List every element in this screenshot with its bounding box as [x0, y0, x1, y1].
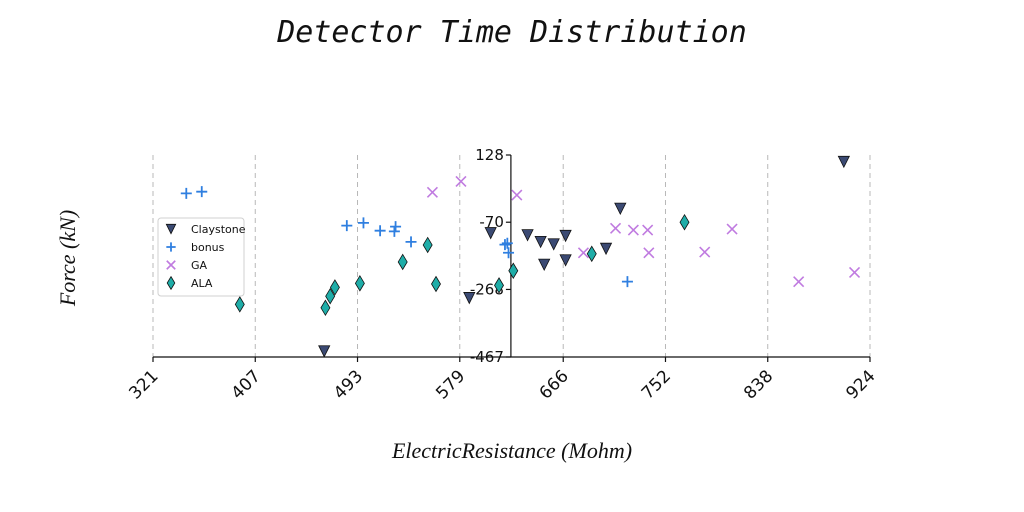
legend-label-claystone: Claystone	[191, 223, 246, 236]
x-tick-label-7: 924	[842, 366, 879, 403]
point-bonus-4	[375, 225, 386, 236]
point-bonus-3	[358, 217, 369, 228]
point-bonus-0	[181, 188, 192, 199]
point-ga-4	[628, 225, 638, 235]
point-bonus-5	[389, 226, 400, 237]
point-bonus-6	[390, 221, 401, 232]
x-tick-label-4: 666	[536, 366, 573, 403]
point-ala-3	[355, 276, 364, 291]
point-ga-2	[512, 190, 522, 200]
point-bonus-2	[341, 220, 352, 231]
legend: Claystone bonus GA ALA	[158, 218, 246, 296]
x-tick-label-5: 752	[638, 366, 675, 403]
point-ga-9	[727, 224, 737, 234]
point-claystone-0	[838, 156, 849, 167]
chart-title: Detector Time Distribution	[276, 15, 747, 50]
point-claystone-4	[535, 236, 546, 247]
y-tick-label-3: -467	[470, 348, 504, 366]
point-ala-11	[321, 300, 330, 315]
point-bonus-11	[622, 276, 633, 287]
y-tick-label-0: 128	[475, 146, 504, 164]
point-claystone-3	[522, 230, 533, 241]
data-points	[181, 156, 860, 356]
point-ala-0	[235, 297, 244, 312]
x-tick-labels: 321 407 493 579 666 752 838 924	[125, 366, 879, 403]
point-ga-1	[427, 187, 437, 197]
point-ga-3	[611, 223, 621, 233]
y-tick-labels: 128-70-268-467	[470, 146, 504, 366]
point-ala-6	[431, 277, 440, 292]
point-ga-0	[456, 176, 466, 186]
point-ga-11	[850, 267, 860, 277]
x-tick-label-2: 493	[330, 366, 367, 403]
point-claystone-2	[485, 228, 496, 239]
point-claystone-7	[601, 243, 612, 254]
point-ala-5	[423, 237, 432, 252]
point-claystone-8	[560, 255, 571, 266]
point-claystone-1	[615, 203, 626, 214]
point-ga-6	[578, 248, 588, 258]
point-ala-4	[398, 254, 407, 269]
axes	[153, 155, 870, 362]
x-tick-label-6: 838	[740, 366, 777, 403]
point-ala-10	[680, 215, 689, 230]
x-tick-label-0: 321	[125, 366, 162, 403]
point-ga-5	[643, 225, 653, 235]
point-claystone-11	[319, 346, 330, 357]
x-axis-label: ElectricResistance (Mohm)	[391, 438, 632, 463]
point-claystone-5	[560, 230, 571, 241]
y-axis-label: Force (kN)	[55, 210, 80, 307]
x-tick-label-3: 579	[432, 366, 469, 403]
point-ga-10	[794, 277, 804, 287]
point-ga-7	[644, 248, 654, 258]
point-bonus-7	[406, 236, 417, 247]
point-claystone-6	[548, 239, 559, 250]
legend-label-bonus: bonus	[191, 241, 225, 254]
legend-label-ala: ALA	[191, 277, 213, 290]
point-ala-8	[509, 263, 518, 278]
x-tick-label-1: 407	[228, 366, 265, 403]
point-ga-8	[700, 247, 710, 257]
point-bonus-1	[196, 186, 207, 197]
point-claystone-9	[539, 259, 550, 270]
legend-label-ga: GA	[191, 259, 208, 272]
